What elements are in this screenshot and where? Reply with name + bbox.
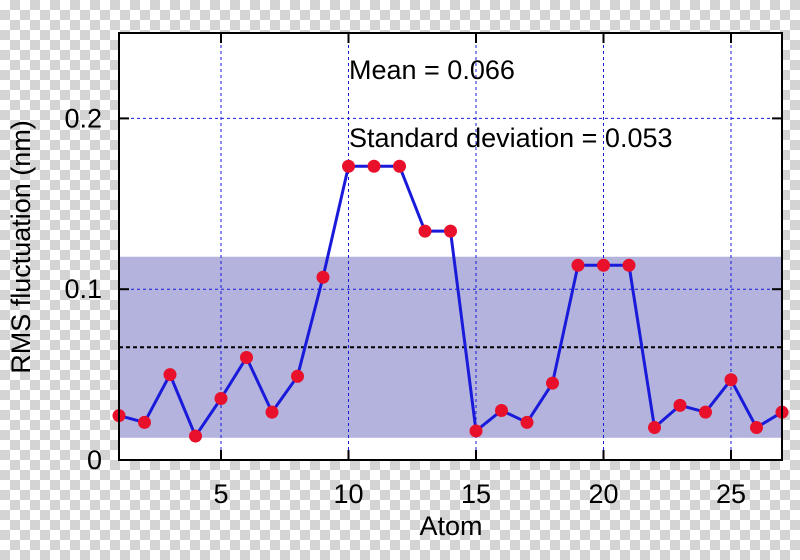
data-point bbox=[240, 351, 253, 365]
data-point bbox=[342, 159, 355, 173]
data-point bbox=[367, 159, 381, 173]
data-point bbox=[265, 405, 279, 419]
y-tick-label: 0 bbox=[87, 445, 102, 475]
plot-frame bbox=[118, 32, 783, 461]
data-point bbox=[189, 429, 202, 443]
data-point bbox=[495, 403, 508, 417]
y-axis-label: RMS fluctuation (nm) bbox=[6, 120, 36, 374]
data-point bbox=[138, 415, 151, 429]
data-point bbox=[444, 224, 457, 238]
data-point bbox=[571, 258, 585, 272]
std-annotation: Standard deviation = 0.053 bbox=[349, 123, 673, 153]
y-tick-label: 0.2 bbox=[64, 103, 102, 133]
data-point bbox=[622, 258, 636, 272]
data-point bbox=[724, 373, 738, 387]
data-point bbox=[750, 421, 763, 435]
data-point bbox=[418, 224, 432, 238]
data-point bbox=[673, 398, 687, 412]
x-tick-label: 15 bbox=[461, 479, 491, 509]
x-tick-label: 20 bbox=[588, 479, 618, 509]
x-tick-label: 5 bbox=[213, 479, 228, 509]
data-point bbox=[163, 368, 177, 382]
mean-annotation: Mean = 0.066 bbox=[349, 55, 515, 85]
data-point bbox=[546, 376, 559, 390]
data-point bbox=[597, 258, 610, 272]
data-point bbox=[316, 270, 330, 284]
data-point bbox=[469, 424, 483, 438]
grid-layer bbox=[119, 33, 782, 460]
ticks-layer: 5 10 15 20 25 0 0.1 0.2 bbox=[64, 33, 782, 509]
data-point bbox=[520, 415, 534, 429]
data-point bbox=[214, 392, 228, 406]
x-tick-label: 10 bbox=[333, 479, 363, 509]
y-tick-label: 0.1 bbox=[64, 274, 102, 304]
data-point bbox=[648, 421, 661, 435]
data-point bbox=[393, 159, 406, 173]
data-point bbox=[291, 369, 304, 383]
data-point bbox=[699, 405, 712, 419]
x-axis-label: Atom bbox=[419, 511, 482, 541]
x-tick-label: 25 bbox=[716, 479, 746, 509]
